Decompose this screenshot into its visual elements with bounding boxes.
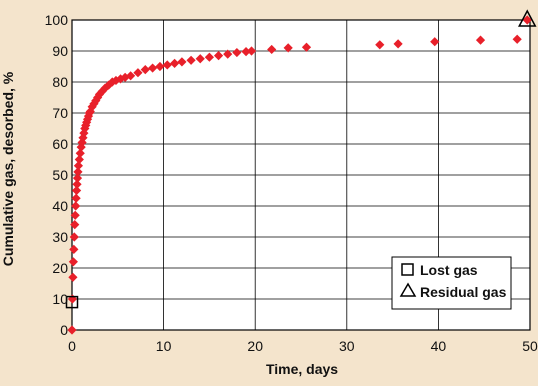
desorbed-data-point	[140, 65, 150, 75]
desorbed-data-point	[74, 154, 84, 165]
y-tick-label: 20	[52, 260, 68, 276]
desorbed-data-point	[71, 201, 81, 211]
legend: Lost gas Residual gas	[391, 256, 512, 310]
grid-layer	[71, 19, 531, 331]
desorbed-data-point	[155, 61, 165, 72]
desorbed-data-point	[133, 68, 143, 78]
lost-gas-legend-icon	[401, 263, 414, 276]
desorbed-data-point	[67, 325, 77, 335]
desorbed-data-point	[475, 35, 486, 45]
x-axis-title: Time, days	[266, 361, 338, 377]
x-tick-label: 50	[522, 338, 538, 354]
desorbed-data-point	[68, 257, 78, 267]
desorbed-data-point	[107, 77, 117, 87]
desorbed-data-point	[223, 49, 233, 59]
desorbed-data-point	[375, 40, 385, 50]
desorbed-data-point	[73, 161, 84, 171]
y-tick-label: 60	[52, 136, 68, 152]
desorbed-data-point	[430, 37, 440, 47]
desorbed-data-point	[69, 232, 79, 242]
x-tick-label: 30	[339, 338, 355, 354]
desorbed-data-point	[72, 179, 82, 189]
desorbed-data-point	[75, 148, 85, 158]
y-tick-label: 100	[45, 12, 69, 28]
x-tick-label: 20	[247, 338, 263, 354]
desorbed-data-point	[213, 51, 224, 61]
desorbed-data-point	[70, 210, 80, 220]
y-tick-label: 30	[52, 229, 68, 245]
y-tick-label: 50	[52, 167, 68, 183]
y-tick-label: 80	[52, 74, 68, 90]
desorbed-data-point	[68, 272, 78, 282]
tick-labels-layer: 0 10 20 30 40 50 60 70 80 90 100 0 10 20 30 40 50	[45, 12, 538, 354]
plot-frame-layer	[71, 19, 531, 331]
desorbed-data-point	[267, 44, 277, 55]
x-tick-label: 0	[68, 338, 76, 354]
desorbed-data-point	[69, 244, 79, 254]
desorbed-data-point	[512, 34, 522, 44]
legend-label-residual-gas: Residual gas	[420, 284, 507, 300]
desorbed-data-point	[162, 60, 172, 70]
data-points-layer	[65, 9, 537, 335]
x-tick-label: 40	[431, 338, 447, 354]
desorbed-data-point	[522, 15, 532, 25]
y-tick-label: 0	[60, 322, 68, 338]
residual-gas-point	[518, 9, 537, 27]
desorbed-data-point	[246, 46, 257, 56]
y-tick-label: 70	[52, 105, 68, 121]
desorbed-data-point	[393, 39, 403, 49]
desorbed-data-point	[148, 63, 158, 73]
desorbed-data-point	[177, 57, 187, 67]
desorbed-data-point	[241, 47, 251, 57]
desorbed-data-point	[126, 71, 136, 81]
desorbed-data-point	[72, 173, 83, 183]
desorbed-data-point	[73, 167, 83, 177]
desorbed-data-point	[283, 43, 293, 53]
desorbed-data-point	[301, 42, 312, 52]
residual-gas-legend-icon	[399, 282, 417, 297]
lost-gas-point	[65, 295, 79, 309]
y-tick-label: 90	[52, 43, 68, 59]
desorbed-data-point	[169, 58, 180, 68]
desorbed-data-point	[71, 193, 81, 203]
desorbed-data-point	[204, 52, 214, 62]
x-tick-label: 10	[156, 338, 172, 354]
desorbed-data-point	[71, 185, 82, 196]
desorbed-data-point	[186, 55, 196, 65]
desorbed-data-point	[70, 220, 80, 230]
legend-label-lost-gas: Lost gas	[420, 262, 478, 278]
y-tick-label: 40	[52, 198, 68, 214]
y-axis-title: Cumulative gas, desorbed, %	[0, 71, 16, 266]
desorbed-data-point	[195, 54, 205, 64]
desorbed-data-point	[232, 47, 242, 58]
plot-border	[71, 19, 531, 331]
y-tick-label: 10	[52, 291, 68, 307]
